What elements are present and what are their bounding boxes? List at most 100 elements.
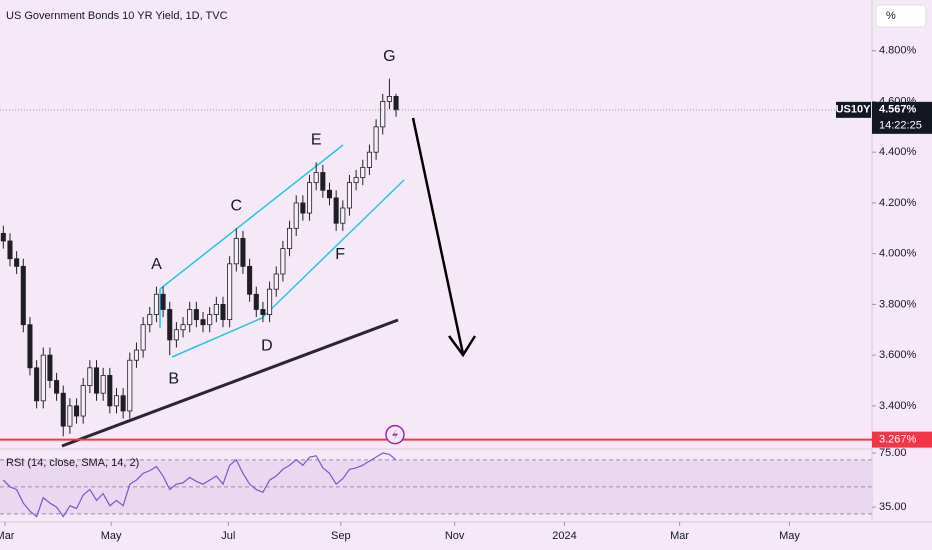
candle-body: [54, 380, 60, 394]
y-tick-label: 3.400%: [879, 400, 917, 412]
y-tick-label: 4.800%: [879, 45, 917, 57]
candle-body: [133, 349, 139, 361]
candle-body: [287, 227, 293, 249]
rsi-tick-label: 75.00: [879, 447, 907, 459]
rsi-label: RSI (14, close, SMA, 14, 2): [6, 457, 139, 469]
wave-label: B: [168, 370, 179, 387]
candle-body: [360, 167, 366, 178]
candle-body: [213, 304, 219, 315]
alert-bolt: [392, 428, 398, 441]
channel-lower: [171, 317, 263, 358]
candle-body: [40, 354, 46, 402]
candle-body: [227, 263, 233, 321]
price-box: [872, 101, 932, 134]
wave-label: F: [335, 246, 345, 263]
candle-body: [380, 101, 386, 128]
x-tick-label: May: [779, 530, 800, 542]
candle-body: [280, 248, 286, 275]
y-tick-label: 4.400%: [879, 146, 917, 158]
candle-body: [14, 258, 20, 267]
unit-button-label: %: [886, 10, 896, 22]
candle-body: [386, 95, 392, 102]
x-tick-label: Jul: [221, 530, 235, 542]
drawings: [61, 117, 477, 448]
candle-body: [113, 395, 120, 407]
channel-upper: [159, 144, 344, 290]
x-tick-label: Mar: [670, 530, 689, 542]
candle-body: [173, 329, 179, 341]
candle-body: [147, 314, 153, 326]
candle-body: [67, 405, 73, 427]
candle-body: [207, 314, 213, 326]
wave-label: G: [383, 48, 395, 65]
candle-body: [153, 293, 159, 315]
candle-body: [120, 395, 126, 412]
level-box: [872, 431, 932, 448]
x-tick-label: Nov: [445, 530, 465, 542]
x-tick-label: Mar: [0, 530, 15, 542]
candle-body: [47, 354, 53, 381]
candle-body: [200, 319, 206, 326]
rsi-line: [2, 452, 397, 518]
candle-body: [293, 202, 299, 229]
candle-body: [180, 324, 186, 331]
arrow: [411, 117, 465, 355]
candle-body: [353, 177, 359, 184]
chart-title: US Government Bonds 10 YR Yield, 1D, TVC: [6, 10, 228, 22]
candle-body: [300, 202, 306, 214]
wave-label: D: [261, 337, 273, 354]
wave-label: E: [311, 132, 322, 149]
candle-body: [87, 367, 93, 386]
candle-body: [93, 367, 100, 394]
price-label: 4.567%: [879, 104, 917, 116]
candle-body: [107, 375, 113, 407]
x-tick-label: Sep: [331, 530, 351, 542]
x-tick-label: 2024: [552, 530, 576, 542]
wave-label: A: [151, 256, 162, 273]
candle-body: [100, 375, 106, 394]
candle-body: [393, 95, 399, 111]
candle-body: [326, 189, 333, 199]
candle-body: [80, 385, 86, 417]
candle-body: [74, 405, 80, 417]
channel-lower: [261, 179, 405, 319]
candle-body: [140, 324, 146, 351]
candle-body: [340, 207, 346, 224]
trend-line: [61, 318, 399, 448]
candle-body: [366, 151, 372, 168]
y-tick-label: 4.200%: [879, 197, 917, 209]
candle-body: [306, 182, 313, 214]
candle-body: [333, 197, 339, 224]
y-tick-label: 3.800%: [879, 298, 917, 310]
candle-body: [253, 293, 259, 310]
candle-body: [167, 309, 173, 341]
y-tick-label: 3.600%: [879, 349, 917, 361]
candle-body: [260, 309, 266, 315]
symbol-label: US10Y: [836, 104, 872, 116]
symbol-box: [836, 101, 871, 118]
candle-body: [373, 126, 379, 153]
candle-body: [247, 265, 253, 295]
candle-body: [220, 304, 226, 321]
candle-body: [187, 309, 193, 326]
candle-body: [313, 172, 319, 184]
candle-body: [267, 288, 273, 315]
candle-body: [320, 172, 326, 191]
candle-body: [193, 309, 199, 321]
candle-body: [160, 293, 166, 310]
level-label: 3.267%: [879, 434, 917, 446]
rsi-tick-label: 35.00: [879, 501, 907, 513]
x-tick-label: May: [101, 530, 122, 542]
unit-button[interactable]: [875, 4, 927, 28]
wave-label: C: [231, 198, 243, 215]
candle-body: [127, 359, 133, 412]
candle-body: [0, 232, 6, 242]
candle-body: [60, 392, 66, 427]
price-axis: [872, 0, 932, 550]
y-tick-label: 4.000%: [879, 248, 917, 260]
candle-body: [346, 182, 352, 209]
candle-body: [240, 238, 246, 267]
countdown-label: 14:22:25: [879, 120, 922, 132]
arrow-head: [447, 335, 477, 358]
